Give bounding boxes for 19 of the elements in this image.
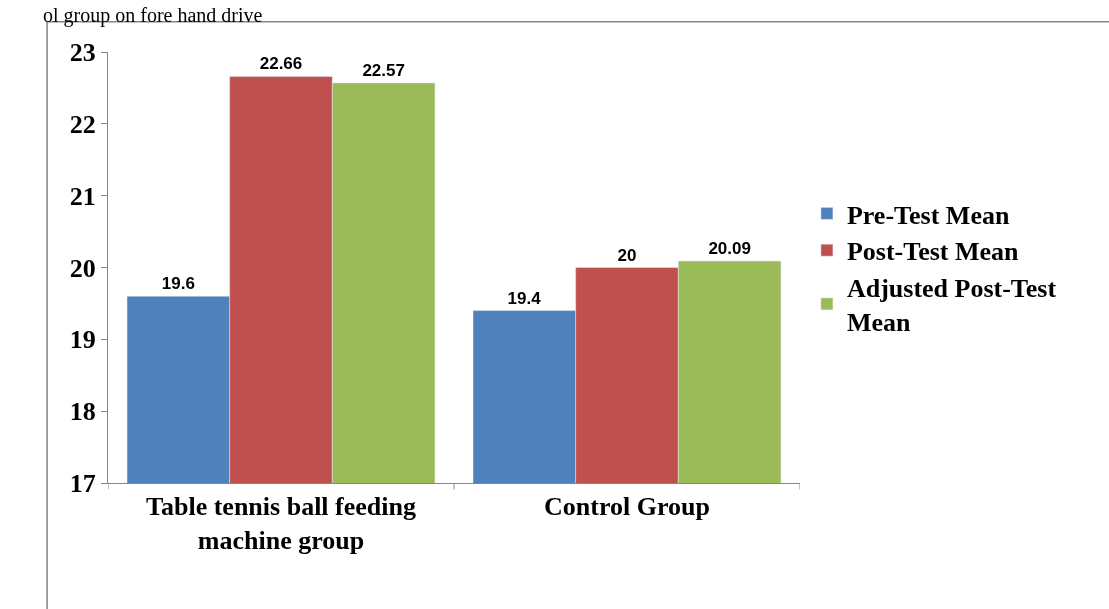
data-label: 20 (617, 245, 637, 265)
y-tick-label: 23 (69, 38, 96, 68)
legend-label: Post-Test Mean (846, 237, 1020, 267)
data-label: 22.57 (362, 60, 405, 80)
y-tick-label: 17 (69, 469, 96, 499)
legend-label: Pre-Test Mean (846, 200, 1010, 230)
x-tick-label: Table tennis ball feeding machine group (146, 492, 416, 555)
y-tick-label: 20 (69, 253, 96, 283)
y-tick-label: 21 (69, 181, 96, 211)
y-tick-label: 18 (69, 397, 96, 427)
y-tick-label: 19 (69, 325, 96, 355)
data-label: 19.4 (507, 288, 542, 308)
data-label: 20.09 (708, 239, 751, 259)
x-tick-label: Control Group (544, 492, 710, 522)
legend-label: Adjusted Post-Test Mean (846, 274, 1057, 337)
text: ol group on fore hand drive (43, 4, 263, 27)
y-tick-label: 22 (69, 109, 96, 139)
data-label: 19.6 (161, 274, 195, 294)
data-label: 22.66 (259, 54, 303, 74)
